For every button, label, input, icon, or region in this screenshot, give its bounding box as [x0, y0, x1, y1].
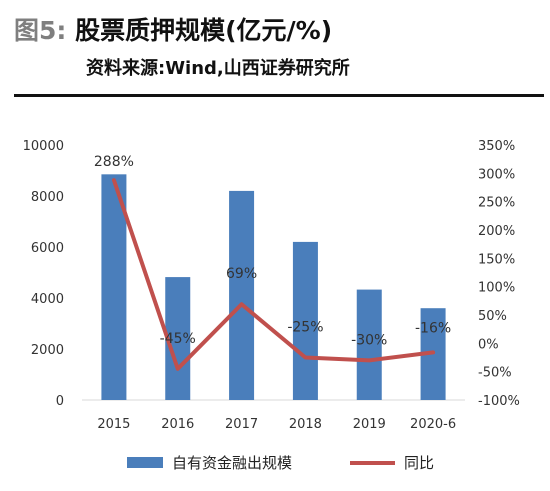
- y-left-tick-label: 10000: [23, 139, 64, 154]
- y-left-tick-label: 0: [56, 394, 64, 409]
- yoy-line: [111, 178, 436, 371]
- y-right-tick-label: 50%: [478, 309, 507, 324]
- bar: [356, 289, 382, 400]
- y-left-tick-label: 6000: [31, 241, 64, 256]
- bar: [292, 241, 318, 400]
- y-left-tick-label: 2000: [31, 343, 64, 358]
- y-right-tick-label: -50%: [478, 366, 512, 381]
- yoy-data-label: 288%: [94, 154, 134, 170]
- x-tick-label: 2017: [225, 417, 258, 432]
- y-right-tick-label: 200%: [478, 224, 515, 239]
- yoy-data-label: -30%: [351, 332, 387, 348]
- x-tick-label: 2019: [353, 417, 386, 432]
- y-right-tick-label: 300%: [478, 167, 515, 182]
- figure-label: 图5:: [14, 16, 67, 45]
- bar: [229, 190, 255, 400]
- y-right-tick-label: -100%: [478, 394, 520, 409]
- y-right-tick-label: 250%: [478, 196, 515, 211]
- x-tick-label: 2015: [97, 417, 130, 432]
- y-right-tick-label: 0%: [478, 337, 499, 352]
- bar: [101, 174, 127, 400]
- x-tick-label: 2020-6: [410, 417, 456, 432]
- y-right-tick-label: 350%: [478, 139, 515, 154]
- chart-title: 图5: 股票质押规模(亿元/%): [14, 10, 544, 52]
- yoy-data-label: -45%: [160, 331, 196, 347]
- y-right-tick-label: 100%: [478, 281, 515, 296]
- legend-bar-label: 自有资金融出规模: [172, 454, 292, 472]
- legend-line-label: 同比: [404, 454, 434, 472]
- yoy-data-label: -25%: [287, 320, 323, 336]
- figure-title: 股票质押规模(亿元/%): [75, 16, 333, 45]
- y-left-tick-label: 8000: [31, 190, 64, 205]
- x-tick-label: 2016: [161, 417, 194, 432]
- x-tick-label: 2018: [289, 417, 322, 432]
- yoy-data-label: -16%: [415, 320, 451, 336]
- y-right-tick-label: 150%: [478, 252, 515, 267]
- yoy-data-label: 69%: [226, 266, 257, 282]
- data-source: 资料来源:Wind,山西证券研究所: [86, 58, 350, 79]
- y-left-tick-label: 4000: [31, 292, 64, 307]
- title-divider: [14, 94, 544, 97]
- legend-bar-swatch: [127, 457, 163, 468]
